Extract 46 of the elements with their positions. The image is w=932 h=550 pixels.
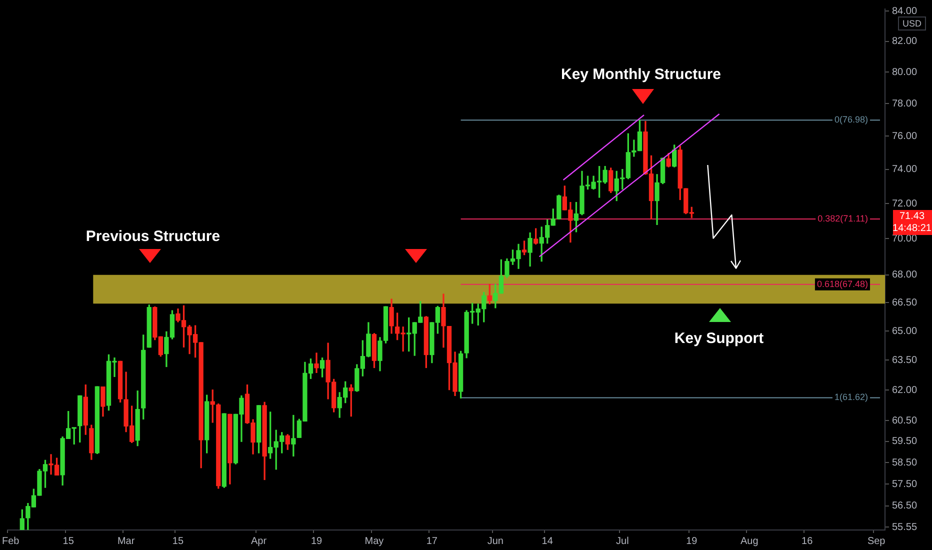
annotation: Previous Structure [86, 228, 220, 246]
y-tick-label: 55.55 [892, 522, 918, 533]
annotation: Key Monthly Structure [560, 66, 722, 84]
candlestick [314, 352, 319, 373]
y-tick-label: 80.00 [892, 66, 918, 78]
candlestick [48, 454, 54, 475]
y-tick-label: 57.50 [892, 478, 918, 490]
y-tick-label: 82.00 [892, 36, 918, 48]
x-tick-label: May [364, 536, 384, 547]
x-tick-label: Aug [740, 536, 758, 547]
annotation: Key Support [674, 330, 764, 348]
y-tick-label: 78.00 [892, 98, 918, 110]
x-tick-label: 16 [802, 536, 814, 547]
ref-line-label: 1(61.62) [834, 392, 868, 402]
text: 71.43 [899, 210, 925, 222]
y-tick-label: 56.50 [892, 500, 918, 512]
y-tick-label: 65.00 [892, 326, 918, 337]
x-tick-label: 19 [310, 536, 323, 547]
y-tick-label: 58.50 [892, 457, 918, 468]
y-tick-label: 60.50 [892, 415, 918, 426]
ref-line-label: 0.618(67.48) [816, 278, 868, 289]
x-tick-label: Jul [616, 536, 629, 547]
y-tick-label: 62.00 [892, 384, 918, 396]
y-tick-label: 72.00 [892, 198, 918, 210]
candlestick [291, 414, 296, 456]
y-axis-title: USD [902, 18, 922, 28]
ref-line-label: 0.382(71.11) [818, 214, 868, 224]
y-tick-label: 59.50 [892, 436, 918, 448]
x-tick-label: 15 [172, 536, 184, 547]
y-tick-label: 63.50 [892, 354, 918, 366]
x-tick-label: Mar [117, 536, 136, 547]
x-tick-label: 19 [686, 536, 698, 547]
y-tick-label: 84.00 [892, 6, 918, 17]
x-tick-label: 15 [62, 536, 74, 547]
x-tick-label: 17 [426, 536, 438, 547]
x-tick-label: Jun [487, 536, 504, 547]
y-tick-label: 66.50 [892, 297, 918, 308]
x-tick-label: Apr [251, 536, 268, 547]
ref-line-label: 0(76.98) [834, 114, 868, 125]
y-tick-label: 76.00 [892, 130, 918, 142]
y-tick-label: 74.00 [892, 164, 918, 176]
x-tick-label: Sep [867, 536, 886, 547]
x-tick-label: 14 [542, 536, 554, 547]
text: 14:48:21 [892, 222, 932, 234]
y-tick-label: 68.00 [892, 270, 918, 281]
x-tick-label: Feb [2, 536, 20, 547]
